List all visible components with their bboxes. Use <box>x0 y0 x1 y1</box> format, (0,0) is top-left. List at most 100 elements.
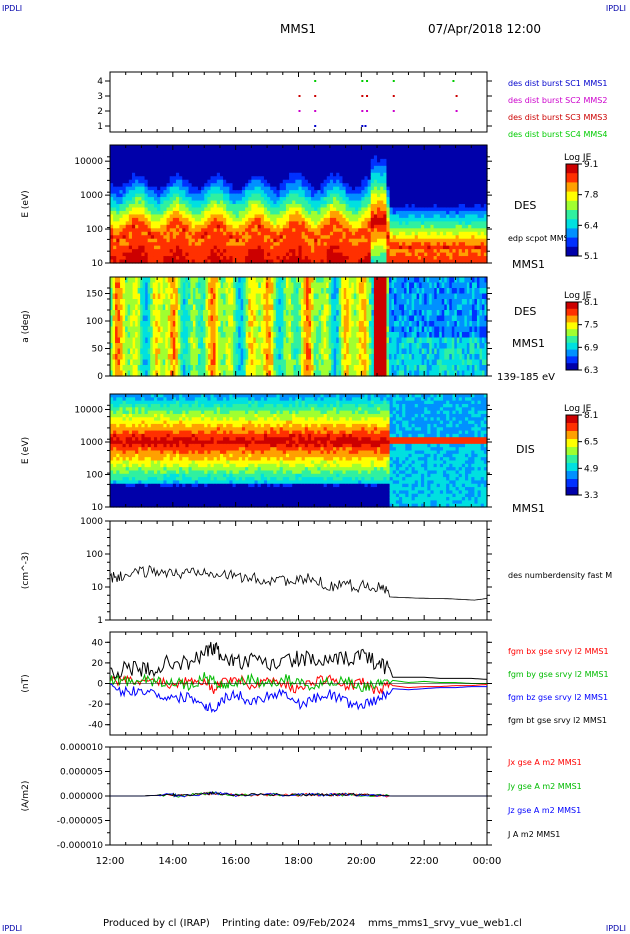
des-energy-spectrogram-cell <box>405 245 410 250</box>
des-energy-spectrogram-cell <box>135 151 139 157</box>
des-energy-spectrogram-cell <box>157 238 161 243</box>
des-energy-spectrogram-cell <box>238 183 243 188</box>
des-energy-spectrogram-cell <box>439 172 444 177</box>
des-energy-spectrogram-cell <box>317 235 322 240</box>
des-energy-spectrogram-cell <box>191 197 196 202</box>
des-energy-spectrogram-cell <box>194 179 199 184</box>
des-energy-spectrogram-cell <box>201 165 205 170</box>
des-energy-spectrogram-cell <box>483 151 488 157</box>
des-energy-spectrogram-cell <box>295 238 300 243</box>
des-energy-spectrogram-cell <box>175 204 180 209</box>
des-energy-spectrogram-cell <box>223 252 227 257</box>
des-energy-spectrogram-cell <box>439 210 444 216</box>
des-energy-spectrogram-cell <box>213 214 218 219</box>
des-energy-spectrogram-cell <box>471 245 476 250</box>
des-energy-spectrogram-cell <box>175 186 180 191</box>
des-energy-spectrogram-cell <box>141 252 146 257</box>
des-energy-spectrogram-cell <box>380 259 384 264</box>
des-energy-spectrogram-cell <box>345 193 350 198</box>
des-energy-spectrogram-cell <box>292 200 296 205</box>
des-energy-spectrogram-cell <box>474 190 479 195</box>
des-energy-spectrogram-cell <box>452 162 457 167</box>
des-pitch-spectrogram-cell <box>147 365 151 372</box>
des-energy-spectrogram-cell <box>232 186 237 191</box>
des-energy-spectrogram-cell <box>468 151 472 157</box>
des-pitch-spectrogram-cell <box>127 359 131 366</box>
des-energy-spectrogram-cell <box>204 148 208 153</box>
des-energy-spectrogram-cell <box>188 238 193 243</box>
des-energy-spectrogram-cell <box>113 252 117 257</box>
des-energy-spectrogram-cell <box>125 204 130 209</box>
des-energy-spectrogram-cell <box>417 207 422 212</box>
des-energy-spectrogram-cell <box>282 242 287 247</box>
des-energy-spectrogram-cell <box>377 221 381 226</box>
des-energy-spectrogram-cell <box>128 197 133 202</box>
des-energy-spectrogram-cell <box>345 151 350 157</box>
des-energy-spectrogram-cell <box>424 252 428 257</box>
des-energy-spectrogram-cell <box>276 169 281 174</box>
des-energy-spectrogram-cell <box>364 221 369 226</box>
des-energy-spectrogram-cell <box>355 165 359 170</box>
des-energy-spectrogram-cell <box>439 207 444 212</box>
des-pitch-spectrogram-cell <box>195 365 199 372</box>
des-energy-spectrogram-cell <box>367 228 372 233</box>
des-energy-spectrogram-cell <box>267 217 271 222</box>
des-energy-spectrogram-cell <box>276 210 281 216</box>
des-energy-spectrogram-cell <box>421 190 425 195</box>
des-energy-spectrogram-cell <box>248 252 252 257</box>
des-energy-spectrogram-cell <box>458 176 463 181</box>
des-energy-spectrogram-cell <box>207 228 212 233</box>
des-energy-spectrogram-cell <box>128 176 133 181</box>
des-energy-spectrogram-cell <box>326 249 331 254</box>
des-energy-spectrogram-cell <box>405 186 410 191</box>
des-energy-spectrogram-cell <box>150 193 155 198</box>
des-energy-spectrogram-cell <box>421 221 425 226</box>
des-energy-spectrogram-cell <box>389 207 394 212</box>
des-energy-spectrogram-cell <box>223 238 227 243</box>
des-energy-spectrogram-cell <box>436 172 441 177</box>
des-energy-spectrogram-cell <box>323 228 328 233</box>
des-energy-spectrogram-cell <box>395 228 400 233</box>
des-energy-spectrogram-cell <box>483 162 488 167</box>
des-energy-spectrogram-cell <box>282 148 287 153</box>
des-energy-spectrogram-cell <box>157 158 161 163</box>
des-energy-spectrogram-cell <box>267 242 271 247</box>
des-pitch-spectrogram-cell <box>185 354 189 361</box>
des-energy-spectrogram-cell <box>367 165 372 170</box>
des-pitch-spectrogram-cell <box>110 332 114 339</box>
des-energy-spectrogram-cell <box>188 231 193 236</box>
des-energy-spectrogram-cell <box>191 214 196 219</box>
des-energy-spectrogram-cell <box>232 217 237 222</box>
des-energy-spectrogram-cell <box>226 259 230 264</box>
des-energy-spectrogram-cell <box>260 169 265 174</box>
des-pitch-spectrogram-cell <box>182 343 186 350</box>
des-energy-spectrogram-cell <box>260 221 265 226</box>
des-energy-spectrogram-cell <box>135 214 139 219</box>
des-energy-spectrogram-cell <box>436 221 441 226</box>
des-energy-spectrogram-cell <box>216 217 221 222</box>
des-energy-spectrogram-cell <box>395 151 400 157</box>
des-energy-spectrogram-cell <box>257 231 262 236</box>
des-energy-spectrogram-cell <box>408 228 413 233</box>
des-energy-spectrogram-cell <box>358 183 362 188</box>
des-energy-spectrogram-cell <box>241 204 246 209</box>
des-pitch-spectrogram-cell <box>155 282 159 289</box>
des-energy-spectrogram-cell <box>477 197 482 202</box>
des-pitch-spectrogram-cell <box>175 337 179 344</box>
des-energy-spectrogram-cell <box>279 249 284 254</box>
des-energy-spectrogram-cell <box>153 190 158 195</box>
des-energy-spectrogram-cell <box>455 169 460 174</box>
des-energy-spectrogram-cell <box>336 155 340 160</box>
des-energy-spectrogram-cell <box>153 259 158 264</box>
des-energy-spectrogram-cell <box>260 214 265 219</box>
des-energy-spectrogram-cell <box>172 145 177 150</box>
des-energy-spectrogram-cell <box>276 256 281 261</box>
des-energy-spectrogram-cell <box>380 183 384 188</box>
des-energy-spectrogram-cell <box>314 172 318 177</box>
des-energy-spectrogram-cell <box>273 169 278 174</box>
des-energy-spectrogram-cell <box>251 155 256 160</box>
des-energy-spectrogram-cell <box>235 217 240 222</box>
des-energy-spectrogram-cell <box>235 259 240 264</box>
des-energy-spectrogram-cell <box>430 245 435 250</box>
des-energy-spectrogram-cell <box>348 259 353 264</box>
